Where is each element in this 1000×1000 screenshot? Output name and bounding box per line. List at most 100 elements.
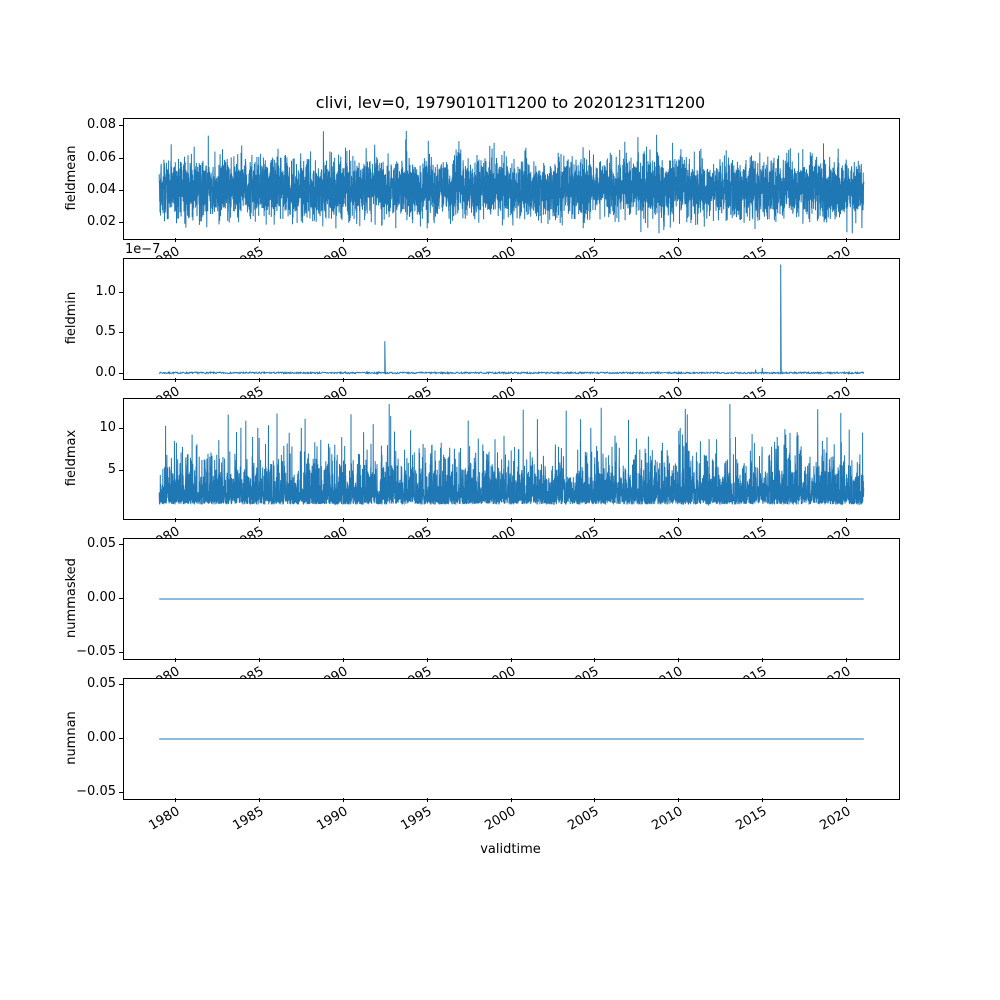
x-tick-mark — [342, 798, 344, 802]
x-tick-label: 1990 — [314, 804, 351, 834]
x-tick-label: 2020 — [817, 804, 854, 834]
x-tick-mark — [258, 658, 260, 662]
y-tick-mark — [119, 221, 123, 223]
x-tick-mark — [426, 238, 428, 242]
x-tick-mark — [846, 798, 847, 802]
x-tick-mark — [510, 378, 512, 382]
series-line-nummasked — [159, 598, 864, 600]
x-tick-label: 1995 — [397, 804, 435, 834]
y-tick-label: 0.05 — [87, 536, 116, 552]
series-line-fieldmin — [159, 264, 865, 376]
y-tick-mark — [119, 291, 123, 293]
x-tick-mark — [342, 378, 344, 382]
y-axis-label-fieldmax: fieldmax — [64, 429, 79, 487]
x-tick-mark — [762, 658, 764, 662]
subplot-fieldmean — [123, 118, 900, 240]
x-tick-label: 2005 — [565, 804, 602, 834]
series-line-numnan — [159, 738, 864, 740]
x-tick-mark — [846, 658, 847, 662]
y-tick-label: 0.06 — [87, 149, 116, 165]
y-tick-label: 0.04 — [87, 181, 116, 197]
y-tick-label: 10 — [99, 419, 116, 435]
series-path-fieldmean — [158, 130, 865, 234]
y-tick-label: 0.00 — [87, 590, 116, 605]
series-line-fieldmean — [158, 130, 865, 234]
x-tick-mark — [175, 518, 176, 522]
y-tick-mark — [119, 544, 123, 546]
y-tick-mark — [119, 651, 123, 653]
figure-title: clivi, lev=0, 19790101T1200 to 20201231T… — [315, 93, 706, 112]
x-tick-mark — [594, 658, 596, 662]
x-tick-mark — [846, 238, 847, 242]
y-tick-mark — [119, 372, 123, 374]
x-tick-mark — [678, 238, 680, 242]
x-tick-mark — [342, 518, 344, 522]
y-tick-mark — [119, 684, 123, 686]
x-tick-mark — [762, 238, 764, 242]
y-tick-mark — [119, 738, 123, 739]
x-tick-mark — [846, 378, 847, 382]
x-tick-mark — [175, 798, 176, 802]
y-tick-label: 0.02 — [87, 213, 116, 229]
x-tick-mark — [678, 798, 680, 802]
x-tick-mark — [258, 378, 260, 382]
x-tick-mark — [594, 518, 596, 522]
y-tick-label: 1.0 — [95, 283, 116, 299]
x-tick-mark — [175, 378, 176, 382]
y-tick-label: 0.05 — [87, 676, 116, 692]
x-tick-mark — [258, 518, 260, 522]
x-tick-mark — [594, 378, 596, 382]
x-tick-label: 2010 — [649, 804, 686, 834]
series-path-fieldmin — [159, 264, 865, 376]
x-tick-mark — [594, 798, 596, 802]
x-tick-mark — [594, 238, 596, 242]
x-tick-mark — [258, 238, 260, 242]
x-tick-mark — [175, 238, 176, 242]
y-tick-label: −0.05 — [76, 783, 116, 799]
x-tick-mark — [175, 658, 176, 662]
y-tick-mark — [119, 332, 123, 334]
x-tick-mark — [762, 798, 764, 802]
x-tick-mark — [510, 238, 512, 242]
y-tick-label: 0.00 — [87, 730, 116, 745]
x-tick-mark — [678, 658, 680, 662]
x-axis-label: validtime — [480, 842, 541, 857]
x-tick-mark — [510, 658, 512, 662]
x-tick-mark — [342, 658, 344, 662]
x-tick-mark — [762, 378, 764, 382]
subplot-numnan — [123, 678, 900, 800]
y-tick-mark — [119, 598, 123, 599]
subplot-fieldmin — [123, 258, 900, 380]
y-tick-mark — [119, 470, 123, 472]
x-tick-mark — [510, 518, 512, 522]
y-tick-label: 0.08 — [87, 117, 116, 133]
x-tick-mark — [510, 798, 512, 802]
x-tick-mark — [678, 518, 680, 522]
x-tick-mark — [846, 518, 847, 522]
x-tick-mark — [426, 518, 428, 522]
x-tick-label: 1985 — [230, 804, 267, 834]
y-tick-label: 5 — [107, 462, 116, 478]
x-tick-mark — [426, 798, 428, 802]
y-tick-mark — [119, 791, 123, 793]
subplot-nummasked — [123, 538, 900, 660]
y-axis-offset-fieldmin: 1e−7 — [125, 242, 161, 257]
y-tick-mark — [119, 189, 123, 191]
series-line-fieldmax — [158, 404, 865, 507]
series-path-fieldmax — [158, 404, 865, 507]
y-tick-label: −0.05 — [76, 643, 116, 659]
x-tick-mark — [678, 378, 680, 382]
x-tick-mark — [426, 378, 428, 382]
x-tick-label: 2015 — [733, 804, 770, 834]
subplot-fieldmax — [123, 398, 900, 520]
x-tick-label: 2000 — [481, 804, 518, 834]
y-tick-label: 0.0 — [95, 364, 116, 380]
y-tick-label: 0.5 — [95, 324, 116, 340]
x-tick-mark — [762, 518, 764, 522]
x-tick-label: 1980 — [146, 804, 183, 834]
y-tick-mark — [119, 125, 123, 127]
x-tick-mark — [426, 658, 428, 662]
y-tick-mark — [119, 157, 123, 159]
y-axis-label-fieldmin: fieldmin — [64, 291, 79, 345]
